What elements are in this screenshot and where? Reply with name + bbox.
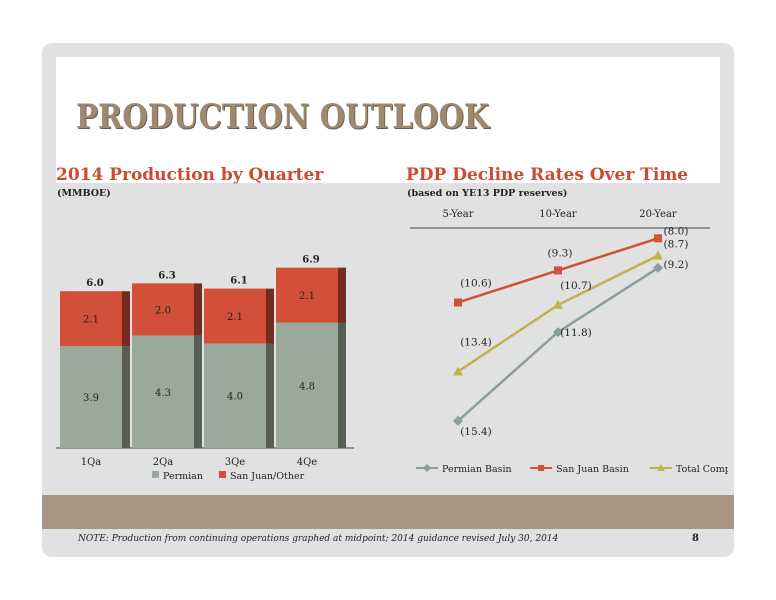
legend-swatch <box>219 471 226 478</box>
right-chart-heading: PDP Decline Rates Over Time <box>406 165 689 185</box>
bar-san-juan-other-1qa <box>60 291 122 347</box>
legend-label: San Juan Basin <box>556 464 629 475</box>
data-label: (13.4) <box>460 337 492 349</box>
slide-title: PRODUCTION OUTLOOK <box>76 97 490 137</box>
data-label: 2.1 <box>227 312 243 323</box>
marker-total-company <box>453 366 463 376</box>
legend-label: Total Company <box>676 464 728 475</box>
marker-san-juan-basin <box>454 298 462 307</box>
data-label: (15.4) <box>460 426 492 438</box>
marker-total-company <box>653 250 663 260</box>
footer-band <box>42 495 734 529</box>
data-label: 2.1 <box>299 291 315 302</box>
legend-marker <box>538 465 545 471</box>
x-tick-label: 5-Year <box>442 209 473 220</box>
data-label: (10.7) <box>560 280 592 292</box>
x-tick-label: 3Qe <box>225 457 246 468</box>
legend-label: San Juan/Other <box>230 471 305 482</box>
bar-permian-3qe <box>204 343 266 448</box>
right-chart-unit-note: (based on YE13 PDP reserves) <box>407 188 568 199</box>
bar-side-san-juan-other-2qa <box>194 283 202 336</box>
bar-side-permian-3qe <box>266 343 274 448</box>
bar-side-permian-1qa <box>122 346 130 448</box>
total-label: 6.9 <box>302 255 319 266</box>
x-tick-label: 20-Year <box>639 209 677 220</box>
bar-side-permian-2qa <box>194 335 202 448</box>
data-label: (11.8) <box>560 327 592 339</box>
legend-label: Permian Basin <box>442 464 512 475</box>
x-tick-label: 1Qa <box>81 457 102 468</box>
legend-label: Permian <box>163 471 203 482</box>
bar-san-juan-other-3qe <box>204 288 266 344</box>
page-number: 8 <box>692 533 699 544</box>
marker-total-company <box>553 299 563 309</box>
x-tick-label: 4Qe <box>297 457 318 468</box>
bar-side-san-juan-other-4qe <box>338 267 346 323</box>
marker-permian-basin <box>553 327 563 338</box>
title-box: PRODUCTION OUTLOOK <box>56 57 720 183</box>
x-tick-label: 10-Year <box>539 209 577 220</box>
marker-permian-basin <box>653 262 663 273</box>
marker-san-juan-basin <box>554 266 562 275</box>
marker-san-juan-basin <box>654 234 662 243</box>
bar-side-san-juan-other-3qe <box>266 288 274 344</box>
data-label: (9.2) <box>664 259 689 271</box>
data-label: 2.1 <box>83 315 99 326</box>
legend-marker <box>656 464 665 471</box>
bar-san-juan-other-2qa <box>132 283 194 336</box>
data-label: 3.9 <box>83 393 99 404</box>
data-label: (8.0) <box>664 225 689 237</box>
data-label: (9.3) <box>548 247 573 259</box>
legend-swatch <box>152 471 159 478</box>
data-label: 4.0 <box>227 392 243 403</box>
left-chart-heading: 2014 Production by Quarter <box>56 165 324 185</box>
total-label: 6.3 <box>158 270 175 281</box>
total-label: 6.0 <box>86 278 103 289</box>
data-label: (8.7) <box>664 239 689 251</box>
bar-chart: 3.9 2.1 6.0 1Qa 4.3 2.0 6.3 2Qa 4.0 2.1 6.1 3Qe 4.8 2… <box>56 255 354 482</box>
data-label: 2.0 <box>155 305 171 316</box>
data-label: (10.6) <box>460 277 492 289</box>
bar-side-permian-4qe <box>338 322 346 448</box>
total-label: 6.1 <box>230 276 247 287</box>
x-tick-label: 2Qa <box>153 457 174 468</box>
footnote: NOTE: Production from continuing operati… <box>78 534 559 544</box>
data-label: 4.3 <box>155 388 171 399</box>
line-chart: 5-Year 10-Year 20-Year (15.4) (11.8) (9.2) (10… <box>410 209 728 475</box>
slide: PRODUCTION OUTLOOK 2014 Production by Qu… <box>42 43 734 557</box>
legend-marker <box>423 464 431 472</box>
bar-permian-2qa <box>132 335 194 448</box>
bar-permian-4qe <box>276 322 338 448</box>
bar-permian-1qa <box>60 346 122 448</box>
left-chart-unit-note: (MMBOE) <box>57 188 111 199</box>
bar-side-san-juan-other-1qa <box>122 291 130 347</box>
data-label: 4.8 <box>299 381 315 392</box>
bar-san-juan-other-4qe <box>276 267 338 323</box>
marker-permian-basin <box>453 415 463 426</box>
